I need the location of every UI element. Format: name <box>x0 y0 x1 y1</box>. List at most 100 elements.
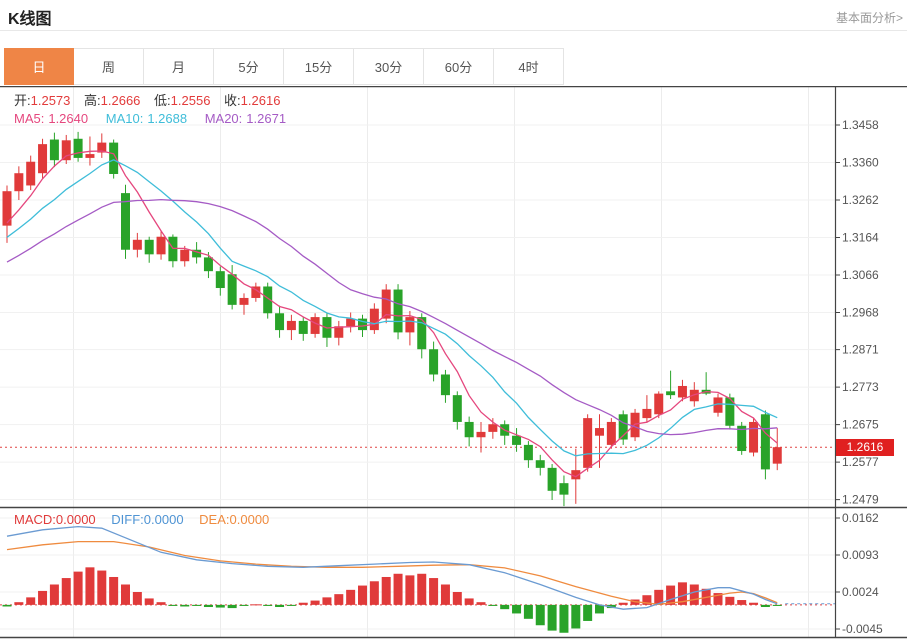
candle-body <box>26 161 36 186</box>
macd-bar <box>251 604 261 606</box>
open-label: 开: <box>14 93 31 108</box>
candle-body <box>606 421 616 445</box>
candle-body <box>417 317 427 350</box>
tab-周[interactable]: 周 <box>74 48 144 85</box>
tab-5分[interactable]: 5分 <box>214 48 284 85</box>
macd-bar <box>286 604 296 606</box>
macd-bar <box>369 581 379 605</box>
macd-bar <box>97 570 107 605</box>
candle-body <box>488 424 498 432</box>
macd-bar <box>595 604 604 614</box>
candle-body <box>440 374 450 396</box>
macd-bar <box>725 596 735 605</box>
tab-30分[interactable]: 30分 <box>354 48 424 85</box>
candle-body <box>180 249 190 262</box>
candle-body <box>286 320 296 331</box>
macd-bar <box>405 575 415 605</box>
candle-body <box>760 414 770 470</box>
macd-bar <box>275 604 285 608</box>
candle-body <box>654 393 664 415</box>
candle-body <box>298 320 308 334</box>
candle-body <box>393 289 403 333</box>
candle-body <box>334 326 344 338</box>
candle-body <box>192 249 202 258</box>
grid-layer <box>0 87 835 637</box>
candle-body <box>109 142 119 174</box>
y-axis-label: 1.2577 <box>842 455 879 469</box>
macd-bar <box>156 602 166 605</box>
macd-value: 0.0000 <box>55 512 96 527</box>
candle-body <box>677 385 687 398</box>
tab-月[interactable]: 月 <box>144 48 214 85</box>
dea-value: 0.0000 <box>229 512 270 527</box>
candle-body <box>144 239 154 255</box>
candles-layer <box>2 131 782 507</box>
candle-body <box>215 271 225 289</box>
frame-layer <box>0 85 907 639</box>
y-axis-labels: 1.3458 1.3360 1.3262 1.3164 1.3066 1.2968 1.28… <box>835 118 883 636</box>
candle-body <box>476 431 486 438</box>
close-value: 1.2616 <box>240 93 281 108</box>
candle-body <box>571 470 581 480</box>
y-axis-label: 1.2773 <box>842 380 879 394</box>
candle-body <box>512 435 522 445</box>
candle-body <box>358 318 367 331</box>
macd-readout: MACD:0.0000 DIFF:0.0000 DEA:0.0000 <box>14 512 279 527</box>
macd-bar <box>310 600 320 605</box>
tab-60分[interactable]: 60分 <box>424 48 494 85</box>
diff-label: DIFF: <box>111 512 144 527</box>
candle-body <box>535 460 545 468</box>
candle-body <box>737 425 747 452</box>
open-value: 1.2573 <box>30 93 71 108</box>
macd-bar <box>737 600 747 605</box>
macd-bar <box>689 584 699 605</box>
candle-body <box>381 289 391 319</box>
macd-bar <box>227 604 237 609</box>
tab-4时[interactable]: 4时 <box>494 48 564 85</box>
candle-body <box>2 191 12 226</box>
candle-body <box>772 447 782 464</box>
macd-bar <box>14 602 24 605</box>
candle-body <box>369 308 379 331</box>
tab-日[interactable]: 日 <box>4 48 74 85</box>
ma20-value: 1.2671 <box>246 111 287 126</box>
diff-line <box>6 525 778 610</box>
macd-bar <box>760 604 770 608</box>
candle-body <box>346 318 356 327</box>
y-axis-label: 1.2479 <box>842 493 879 507</box>
macd-bar <box>523 604 533 619</box>
low-value: 1.2556 <box>170 93 211 108</box>
fundamental-analysis-link[interactable]: 基本面分析> <box>835 11 903 25</box>
macd-bar <box>263 604 273 606</box>
macd-bar <box>749 602 759 605</box>
macd-bar <box>488 604 498 606</box>
macd-bar <box>49 584 59 605</box>
ma10-value: 1.2688 <box>147 111 188 126</box>
ma20-label: MA20: <box>204 111 243 126</box>
candle-body <box>239 297 249 305</box>
high-label: 高: <box>84 93 101 108</box>
macd-bar <box>618 602 628 605</box>
macd-bar <box>464 598 474 605</box>
kline-chart-canvas[interactable]: 1.3458 1.3360 1.3262 1.3164 1.3066 1.2968 1.28… <box>0 85 907 639</box>
candle-body <box>310 317 320 334</box>
macd-label: MACD: <box>14 512 56 527</box>
candle-body <box>251 286 261 298</box>
macd-bar <box>476 602 486 605</box>
ma10-line <box>6 159 778 457</box>
macd-bar <box>677 582 687 605</box>
macd-bar <box>393 573 403 605</box>
candle-body <box>156 236 166 255</box>
macd-bar <box>772 604 782 606</box>
candle-body <box>713 397 723 413</box>
candle-body <box>38 144 48 174</box>
y-axis-label: 1.3360 <box>842 156 879 170</box>
candle-body <box>121 193 130 250</box>
candle-body <box>73 138 83 158</box>
candle-body <box>595 428 604 436</box>
macd-bar <box>192 604 202 606</box>
macd-bar <box>512 604 522 614</box>
tab-15分[interactable]: 15分 <box>284 48 354 85</box>
candle-body <box>49 139 59 161</box>
candle-body <box>642 408 652 419</box>
